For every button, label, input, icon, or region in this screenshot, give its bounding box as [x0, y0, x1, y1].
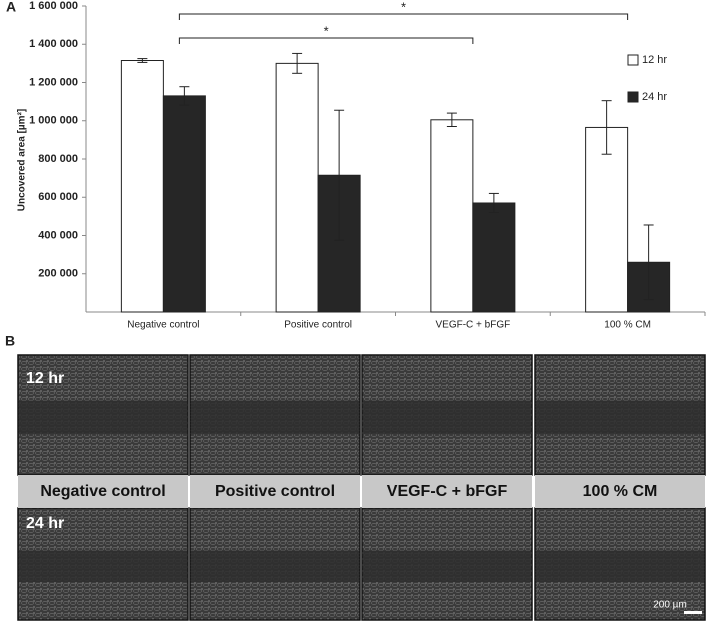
y-tick-label: 1 600 000 — [29, 0, 78, 12]
significance-marker: * — [401, 0, 406, 14]
legend-swatch — [627, 54, 639, 66]
row-label: 12 hr — [26, 370, 64, 387]
bar — [275, 62, 319, 313]
column-label: VEGF-C + bFGF — [387, 483, 508, 500]
x-tick-label: VEGF-C + bFGF — [436, 320, 511, 331]
y-tick-label: 1 200 000 — [29, 76, 78, 88]
error-bar — [334, 109, 345, 241]
bar — [472, 202, 516, 313]
y-tick-label: 600 000 — [38, 191, 78, 203]
legend-label: 24 hr — [642, 91, 667, 103]
label-band — [190, 475, 360, 508]
significance-bracket — [178, 37, 474, 44]
column-label: Positive control — [215, 483, 335, 500]
y-tick-label: 200 000 — [38, 268, 78, 280]
significance-marker: * — [324, 23, 329, 38]
wound-gap — [19, 400, 187, 435]
panel-label: A — [6, 0, 16, 15]
error-bar — [179, 86, 190, 106]
column-label: Negative control — [40, 483, 165, 500]
y-tick-label: 1 400 000 — [29, 38, 78, 50]
x-tick-label: Positive control — [284, 320, 352, 331]
label-band — [535, 475, 705, 508]
wound-gap — [363, 400, 531, 435]
wound-gap — [191, 400, 359, 435]
y-tick-label: 400 000 — [38, 229, 78, 241]
wound-gap — [363, 550, 531, 582]
y-tick-label: 800 000 — [38, 153, 78, 165]
significance-bracket — [178, 13, 629, 20]
bar — [585, 126, 629, 313]
column-label: 100 % CM — [583, 483, 658, 500]
wound-gap — [19, 550, 187, 582]
wound-gap — [191, 550, 359, 582]
legend-label: 12 hr — [642, 54, 667, 66]
wound-gap — [536, 400, 704, 435]
legend-swatch — [627, 91, 639, 103]
label-band — [18, 475, 188, 508]
error-bar — [488, 192, 499, 214]
bar — [120, 60, 164, 313]
scale-bar-label: 200 µm — [653, 600, 687, 611]
error-bar — [292, 52, 303, 74]
error-bar — [446, 112, 457, 127]
wound-gap — [536, 550, 704, 582]
bar — [430, 119, 474, 313]
x-tick-label: 100 % CM — [604, 320, 651, 331]
label-band — [362, 475, 532, 508]
bar — [162, 95, 206, 313]
y-tick-label: 1 000 000 — [29, 115, 78, 127]
bar — [317, 174, 361, 313]
panel-label: B — [5, 333, 15, 349]
y-axis-label: Uncovered area [µm²] — [17, 109, 28, 211]
error-bar — [643, 224, 654, 301]
x-tick-label: Negative control — [127, 320, 199, 331]
row-label: 24 hr — [26, 515, 64, 532]
scale-bar — [684, 611, 702, 614]
error-bar — [137, 58, 148, 63]
error-bar — [601, 100, 612, 155]
